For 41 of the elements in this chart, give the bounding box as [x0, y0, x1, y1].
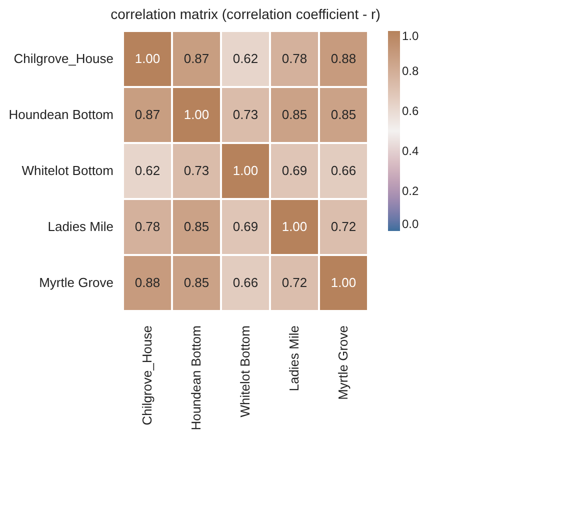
color-bar-label: 0.8 — [402, 64, 420, 78]
data-label: 1.00 — [232, 163, 258, 178]
color-bar-label: 0.0 — [402, 217, 420, 231]
color-bar-label: 1.0 — [402, 29, 420, 43]
data-label: 1.00 — [282, 219, 308, 234]
data-label: 0.69 — [282, 163, 308, 178]
data-label: 0.78 — [134, 219, 160, 234]
y-tick-label: Houndean Bottom — [8, 107, 114, 122]
x-tick-label: Whitelot Bottom — [238, 326, 252, 418]
data-label: 0.88 — [330, 51, 356, 66]
y-tick-label: Ladies Mile — [48, 219, 114, 234]
color-bar-label: 0.2 — [402, 184, 420, 198]
data-label: 0.73 — [232, 107, 258, 122]
data-label: 0.62 — [134, 163, 160, 178]
data-label: 0.85 — [330, 107, 356, 122]
data-label: 0.62 — [232, 51, 258, 66]
color-bar-label: 0.4 — [402, 144, 420, 158]
y-tick-label: Whitelot Bottom — [22, 163, 114, 178]
x-tick-label: Ladies Mile — [286, 326, 302, 392]
data-label: 0.85 — [184, 219, 210, 234]
data-label: 1.00 — [330, 275, 356, 290]
x-tick-label: Houndean Bottom — [188, 326, 204, 430]
data-label: 1.00 — [184, 107, 210, 122]
data-label: 0.85 — [184, 275, 210, 290]
data-label: 0.85 — [282, 107, 308, 122]
data-label: 0.87 — [134, 107, 160, 122]
data-label: 0.72 — [330, 219, 356, 234]
color-bar-label: 0.6 — [402, 104, 420, 118]
x-tick-label: Myrtle Grove — [336, 326, 350, 400]
data-label: 0.73 — [184, 163, 210, 178]
y-tick-label: Myrtle Grove — [39, 275, 114, 290]
data-label: 0.78 — [282, 51, 308, 66]
chart-title: correlation matrix (correlation coefficient - r) — [110, 6, 380, 22]
data-label: 0.87 — [184, 51, 210, 66]
data-label: 0.66 — [232, 275, 258, 290]
data-label: 0.69 — [232, 219, 258, 234]
data-label: 0.72 — [282, 275, 308, 290]
data-label: 0.88 — [134, 275, 160, 290]
y-tick-label: Chilgrove_House — [14, 51, 114, 66]
data-label: 1.00 — [134, 51, 160, 66]
data-label: 0.66 — [330, 163, 356, 178]
